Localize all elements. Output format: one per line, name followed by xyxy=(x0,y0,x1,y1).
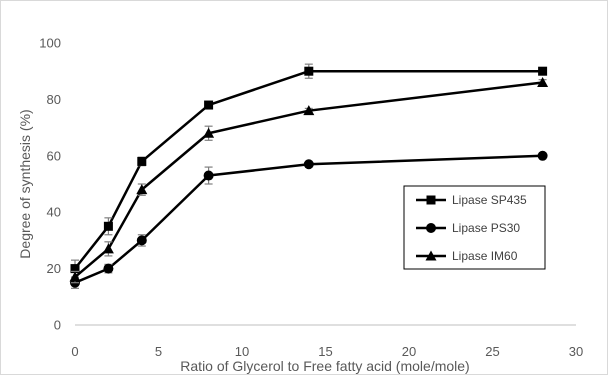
data-point xyxy=(203,127,215,138)
data-point xyxy=(303,105,315,116)
y-axis-ticks: 0 20 40 60 80 100 xyxy=(39,36,61,333)
x-tick-label: 15 xyxy=(318,344,332,359)
legend-entry: Lipase PS30 xyxy=(416,221,520,235)
square-marker-icon xyxy=(426,195,436,205)
x-tick-label: 20 xyxy=(402,344,416,359)
y-tick-label: 40 xyxy=(47,205,61,220)
legend: Lipase SP435 Lipase PS30 Lipase IM60 xyxy=(403,185,546,270)
data-point xyxy=(304,66,314,76)
series-layer xyxy=(69,63,549,289)
x-axis-ticks: 0 5 10 15 20 25 30 xyxy=(71,344,583,359)
x-tick-label: 10 xyxy=(235,344,249,359)
circle-marker-icon xyxy=(426,223,436,233)
y-tick-label: 0 xyxy=(54,318,61,333)
data-point xyxy=(303,159,314,170)
legend-label: Lipase SP435 xyxy=(452,193,527,207)
data-point xyxy=(538,66,548,76)
data-point xyxy=(136,184,148,195)
y-tick-label: 20 xyxy=(47,261,61,276)
series-lipase-sp435 xyxy=(70,63,548,278)
data-point xyxy=(103,221,113,231)
legend-entry: Lipase SP435 xyxy=(416,193,527,207)
x-tick-label: 30 xyxy=(569,344,583,359)
legend-label: Lipase PS30 xyxy=(452,221,520,235)
series-line xyxy=(74,81,543,279)
series-lipase-im60 xyxy=(69,76,549,284)
triangle-marker-icon xyxy=(425,250,437,261)
legend-label: Lipase IM60 xyxy=(452,249,518,263)
data-point xyxy=(70,264,80,274)
y-axis-label: Degree of synthesis (%) xyxy=(17,109,33,258)
data-point xyxy=(136,235,147,246)
data-point xyxy=(204,100,214,110)
data-point xyxy=(203,170,214,181)
data-point xyxy=(102,243,114,254)
series-line xyxy=(74,69,543,270)
data-point xyxy=(137,156,147,166)
legend-entry: Lipase IM60 xyxy=(416,249,518,263)
series-line xyxy=(74,154,543,284)
x-tick-label: 25 xyxy=(485,344,499,359)
x-tick-label: 0 xyxy=(71,344,78,359)
data-point xyxy=(103,263,114,274)
y-tick-label: 80 xyxy=(47,92,61,107)
series-lipase-ps30 xyxy=(70,150,548,289)
data-point xyxy=(537,150,548,161)
x-axis-label: Ratio of Glycerol to Free fatty acid (mo… xyxy=(180,358,469,374)
y-tick-label: 100 xyxy=(39,36,61,51)
data-point xyxy=(537,76,549,87)
y-tick-label: 60 xyxy=(47,148,61,163)
x-tick-label: 5 xyxy=(155,344,162,359)
data-point xyxy=(69,271,81,282)
